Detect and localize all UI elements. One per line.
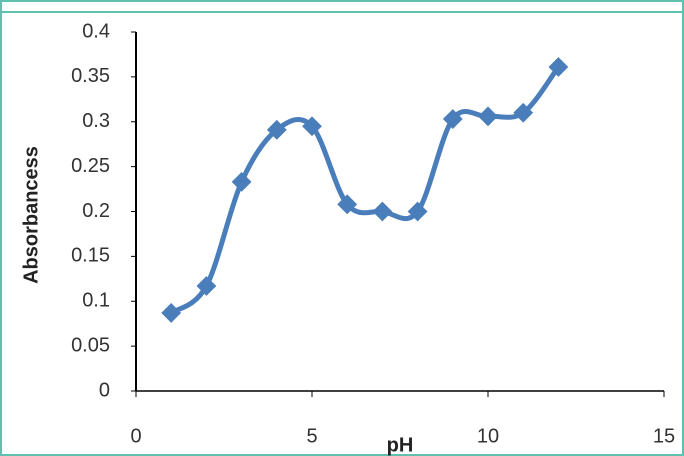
y-tick-label: 0.3 xyxy=(82,110,110,132)
y-tick-label: 0.2 xyxy=(82,200,110,222)
marker xyxy=(442,109,463,129)
marker xyxy=(478,106,498,127)
x-tick-label: 15 xyxy=(653,425,675,447)
x-axis-title: pH xyxy=(387,434,414,456)
y-tick-label: 0.1 xyxy=(82,290,110,312)
marker xyxy=(372,201,393,222)
x-tick-label: 10 xyxy=(477,425,499,447)
marker xyxy=(407,201,428,222)
y-tick-label: 0.05 xyxy=(71,334,110,356)
marker xyxy=(196,276,217,296)
x-tick-label: 5 xyxy=(306,425,317,447)
y-tick-label: 0.25 xyxy=(71,155,110,177)
marker xyxy=(231,171,252,192)
y-tick-label: 0.35 xyxy=(71,65,110,87)
x-tick-label: 0 xyxy=(130,425,141,447)
marker xyxy=(302,116,322,137)
y-tick-label: 0 xyxy=(99,379,110,401)
marker xyxy=(337,194,358,215)
data-line xyxy=(169,65,561,316)
y-tick-label: 0.15 xyxy=(71,245,110,267)
y-axis-title: Absorbancess xyxy=(20,146,42,284)
y-tick-label: 0.4 xyxy=(82,20,110,42)
marker xyxy=(161,303,182,323)
marker xyxy=(266,119,287,140)
